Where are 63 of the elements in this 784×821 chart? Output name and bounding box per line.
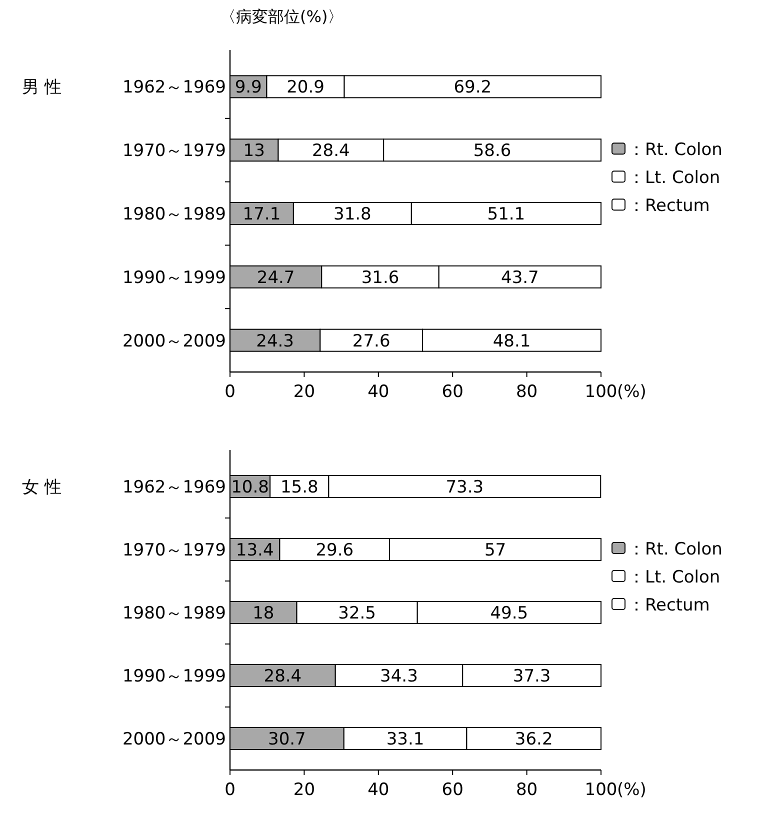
data-label: 24.3: [256, 331, 294, 352]
x-axis-title: (%): [617, 382, 646, 402]
legend-label: ：Rt. Colon: [628, 540, 722, 560]
data-label: 17.1: [242, 204, 281, 224]
data-label: 73.3: [446, 478, 484, 498]
data-label: 49.5: [490, 604, 528, 624]
x-tick-label: 20: [293, 780, 316, 800]
y-tick-label: 1970～1979: [122, 141, 226, 162]
y-tick-label: 2000～2009: [122, 730, 226, 750]
x-tick-label: 40: [368, 382, 390, 402]
data-label: 15.8: [280, 478, 318, 498]
x-tick-label: 0: [224, 780, 236, 800]
data-label: 30.7: [268, 730, 306, 750]
data-label: 32.5: [338, 604, 376, 624]
x-tick-label: 0: [224, 382, 236, 402]
legend-label: ：Lt. Colon: [628, 168, 720, 188]
legend-label: ：Rectum: [628, 596, 710, 616]
data-label: 43.7: [501, 268, 539, 288]
data-label: 13.4: [236, 540, 274, 560]
x-tick-label: 100: [584, 382, 618, 402]
y-tick-label: 1980～1989: [122, 604, 226, 624]
data-label: 10.8: [231, 478, 269, 498]
x-axis-title: (%): [617, 780, 646, 800]
data-label: 58.6: [473, 141, 512, 162]
data-label: 37.3: [512, 666, 551, 686]
y-tick-label: 2000～2009: [122, 331, 226, 352]
text: 女 性: [22, 478, 62, 498]
data-label: 28.4: [312, 141, 350, 162]
data-label: 57: [484, 540, 506, 560]
legend-label: ：Lt. Colon: [628, 568, 720, 588]
data-label: 36.2: [514, 730, 553, 750]
legend-label: ：Rectum: [628, 196, 710, 216]
data-label: 34.3: [380, 666, 418, 686]
legend-label: ：Rt. Colon: [628, 140, 722, 160]
data-label: 69.2: [454, 78, 492, 98]
data-label: 28.4: [264, 666, 302, 686]
data-label: 51.1: [487, 204, 526, 224]
data-label: 33.1: [386, 730, 424, 750]
x-tick-label: 60: [442, 780, 464, 800]
x-tick-label: 80: [516, 780, 538, 800]
y-tick-label: 1980～1989: [122, 204, 226, 224]
y-tick-label: 1990～1999: [122, 268, 226, 288]
y-tick-label: 1990～1999: [122, 666, 226, 686]
data-label: 48.1: [492, 331, 531, 352]
y-tick-label: 1962～1969: [122, 78, 226, 98]
y-axis-title: 〈病変部位(%)〉: [220, 7, 344, 26]
data-label: 9.9: [234, 78, 262, 98]
x-tick-label: 20: [293, 382, 316, 402]
x-tick-label: 60: [442, 382, 464, 402]
x-tick-label: 100: [584, 780, 618, 800]
data-label: 13: [243, 141, 265, 162]
y-tick-label: 1970～1979: [122, 540, 226, 560]
data-label: 20.9: [286, 78, 324, 98]
y-tick-label: 1962～1969: [122, 478, 226, 498]
data-label: 31.6: [361, 268, 400, 288]
x-tick-label: 80: [516, 382, 538, 402]
data-label: 24.7: [256, 268, 295, 288]
x-tick-label: 40: [368, 780, 390, 800]
data-label: 18: [252, 604, 274, 624]
data-label: 27.6: [352, 331, 390, 352]
text: 男 性: [22, 78, 62, 98]
data-label: 29.6: [316, 540, 354, 560]
data-label: 31.8: [334, 204, 372, 224]
